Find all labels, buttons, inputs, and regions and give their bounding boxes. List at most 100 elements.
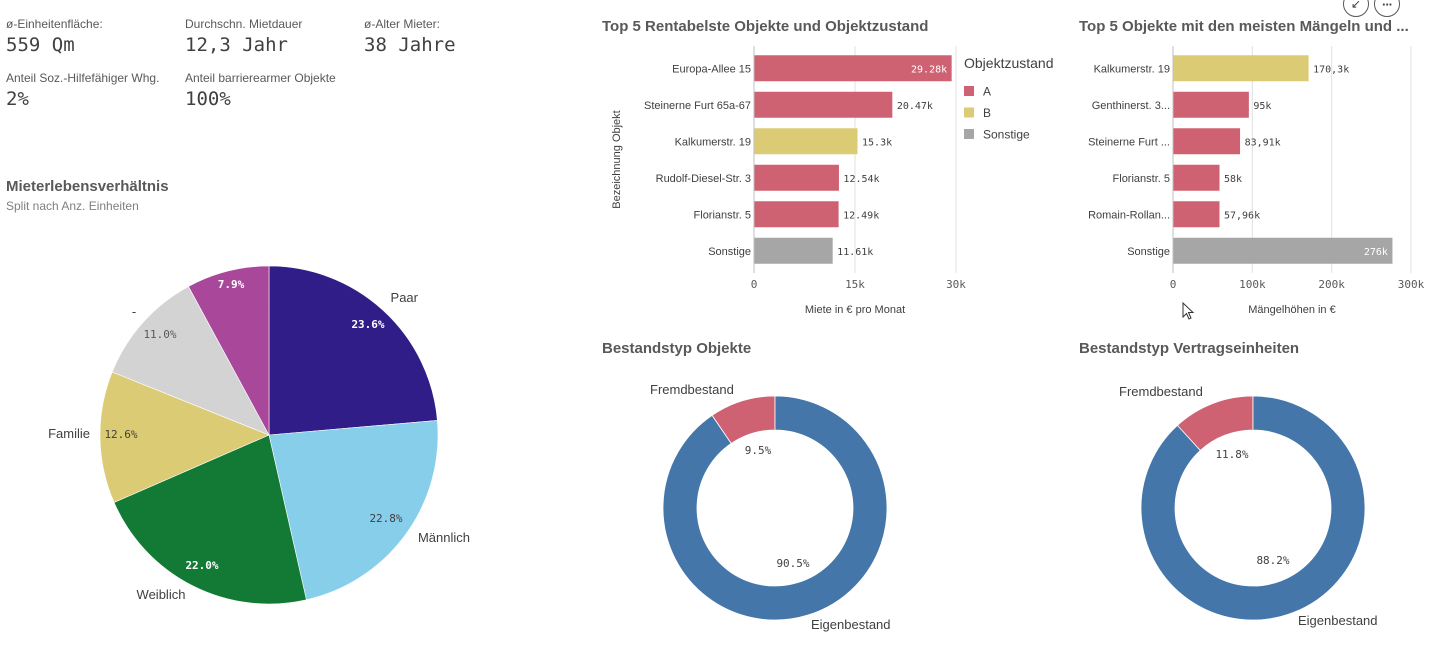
y-tick-label: Europa-Allee 15 <box>672 63 751 75</box>
pie-slice-percent: 23.6% <box>351 318 384 331</box>
y-tick-label: Steinerne Furt ... <box>1088 136 1170 148</box>
x-tick-label: 30k <box>946 278 966 291</box>
donut-objects-chart[interactable]: Fremdbestand 9.5% Eigenbestand 90.5% <box>600 360 1070 645</box>
rent-bar-chart[interactable]: 0 15k 30k Miete in € pro Monat Bezeichnung O… <box>600 40 1070 330</box>
pie-slice-label: Paar <box>391 290 419 305</box>
donut-contracts-title: Bestandstyp Vertragseinheiten <box>1079 340 1300 357</box>
legend-item-label[interactable]: A <box>983 85 991 99</box>
legend-swatch[interactable] <box>964 86 974 96</box>
donut-slice[interactable] <box>662 395 888 621</box>
more-options-button[interactable]: ··· <box>1374 0 1400 17</box>
y-tick-label: Sonstige <box>1127 246 1170 258</box>
bar[interactable] <box>1173 164 1220 191</box>
legend-swatch[interactable] <box>964 107 974 118</box>
kpi-label: Durchschn. Mietdauer <box>185 17 303 31</box>
bar-value-label: 83,91k <box>1245 137 1281 148</box>
bar-value-label: 11.61k <box>837 247 873 258</box>
y-tick-label: Kalkumerstr. 19 <box>675 136 751 148</box>
pie-slice-label: - <box>132 304 136 319</box>
y-tick-label: Steinerne Furt 65a-67 <box>644 100 751 112</box>
y-tick-label: Sonstige <box>708 246 751 258</box>
defects-chart-title: Top 5 Objekte mit den meisten Mängeln un… <box>1079 18 1409 35</box>
bar[interactable] <box>1173 237 1393 264</box>
expand-button[interactable]: ↙ <box>1343 0 1369 17</box>
bar-value-label: 58k <box>1224 174 1242 185</box>
kpi-label: ø-Alter Mieter: <box>364 17 441 31</box>
x-axis-label: Mängelhöhen in € <box>1248 304 1335 316</box>
pie-slice[interactable] <box>188 265 270 436</box>
kpi-label: Anteil Soz.-Hilfefähiger Whg. <box>6 71 160 85</box>
legend-item-label[interactable]: B <box>983 106 991 120</box>
y-tick-label: Florianstr. 5 <box>1113 173 1170 185</box>
bar-value-label: 15.3k <box>862 137 892 148</box>
pie-slice-percent: 12.6% <box>104 428 137 441</box>
kpi-value: 12,3 Jahr <box>185 34 288 56</box>
pie-slice[interactable] <box>99 371 270 503</box>
donut-objects-title: Bestandstyp Objekte <box>602 340 752 357</box>
ellipsis-icon: ··· <box>1382 0 1393 12</box>
bar[interactable] <box>1173 128 1241 155</box>
donut-slice-label: Fremdbestand <box>650 382 734 397</box>
pie-slice-label: Weiblich <box>137 587 186 602</box>
bar[interactable] <box>754 55 952 82</box>
donut-slice-percent: 9.5% <box>745 444 772 457</box>
mouse-cursor-icon <box>1182 302 1195 320</box>
x-tick-label: 200k <box>1318 278 1345 291</box>
y-tick-label: Florianstr. 5 <box>694 209 751 221</box>
pie-slice[interactable] <box>113 434 307 605</box>
kpi-value: 38 Jahre <box>364 34 456 56</box>
y-tick-label: Kalkumerstr. 19 <box>1094 63 1170 75</box>
donut-slice-percent: 88.2% <box>1256 554 1289 567</box>
bar[interactable] <box>754 237 833 264</box>
bar-value-label: 95k <box>1253 101 1271 112</box>
bar-value-label: 20.47k <box>897 101 933 112</box>
donut-contracts-chart[interactable]: Fremdbestand 11.8% Eigenbestand 88.2% <box>1075 360 1435 645</box>
x-tick-label: 15k <box>845 278 865 291</box>
pie-title: Mieterlebensverhältnis <box>6 178 169 195</box>
donut-slice-percent: 90.5% <box>776 557 809 570</box>
pie-slice[interactable] <box>268 265 438 436</box>
kpi-value: 559 Qm <box>6 34 75 56</box>
bar[interactable] <box>754 91 893 118</box>
legend-swatch[interactable] <box>964 129 974 139</box>
bar[interactable] <box>754 201 839 228</box>
bar-value-label: 12.49k <box>843 210 879 221</box>
x-tick-label: 300k <box>1398 278 1425 291</box>
pie-slice-label: Männlich <box>418 530 470 545</box>
kpi-label: ø-Einheitenfläche: <box>6 17 103 31</box>
kpi-value: 100% <box>185 88 231 110</box>
legend-title: Objektzustand <box>964 55 1054 71</box>
donut-slice-label: Fremdbestand <box>1119 384 1203 399</box>
bar[interactable] <box>1173 91 1249 118</box>
bar[interactable] <box>1173 201 1220 228</box>
bar[interactable] <box>754 128 858 155</box>
bar-value-label: 170,3k <box>1313 64 1349 75</box>
donut-slice[interactable] <box>1140 395 1366 621</box>
bar[interactable] <box>1173 55 1309 82</box>
bar-value-label: 57,96k <box>1224 210 1260 221</box>
y-tick-label: Romain-Rollan... <box>1088 209 1170 221</box>
donut-slice-percent: 11.8% <box>1215 448 1248 461</box>
donut-slice-label: Eigenbestand <box>811 617 891 632</box>
x-axis-label: Miete in € pro Monat <box>805 304 905 316</box>
kpi-value: 2% <box>6 88 29 110</box>
pie-slice[interactable] <box>268 420 439 601</box>
y-tick-label: Genthinerst. 3... <box>1092 100 1170 112</box>
x-tick-label: 100k <box>1239 278 1266 291</box>
bar-value-label: 276k <box>1364 247 1388 258</box>
pie-slice[interactable] <box>111 286 270 436</box>
pie-slice-label: Familie <box>48 426 90 441</box>
pie-slice-percent: 7.9% <box>218 278 245 291</box>
rent-chart-title: Top 5 Rentabelste Objekte und Objektzust… <box>602 18 929 35</box>
bar-value-label: 29.28k <box>911 64 947 75</box>
pie-slice-percent: 11.0% <box>143 328 176 341</box>
legend-item-label[interactable]: Sonstige <box>983 128 1030 142</box>
defects-bar-chart[interactable]: 0 100k 200k 300k Mängelhöhen in € Kalkumerstr… <box>1075 40 1435 330</box>
donut-slice-label: Eigenbestand <box>1298 613 1378 628</box>
pie-chart[interactable]: 23.6% Paar 22.8% Männlich 22.0% Weiblich 12.6%… <box>0 215 560 645</box>
x-tick-label: 0 <box>1170 278 1177 291</box>
collapse-arrows-icon: ↙ <box>1350 0 1362 11</box>
pie-slice-percent: 22.8% <box>369 512 402 525</box>
x-tick-label: 0 <box>751 278 758 291</box>
bar[interactable] <box>754 164 839 191</box>
